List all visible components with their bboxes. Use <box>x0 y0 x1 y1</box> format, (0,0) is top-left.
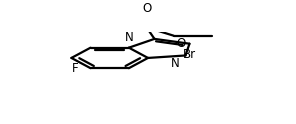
Text: N: N <box>171 57 180 70</box>
Text: F: F <box>72 62 79 75</box>
Text: O: O <box>142 1 151 15</box>
Text: Br: Br <box>183 48 196 61</box>
Text: O: O <box>176 37 186 50</box>
Text: N: N <box>125 31 133 44</box>
